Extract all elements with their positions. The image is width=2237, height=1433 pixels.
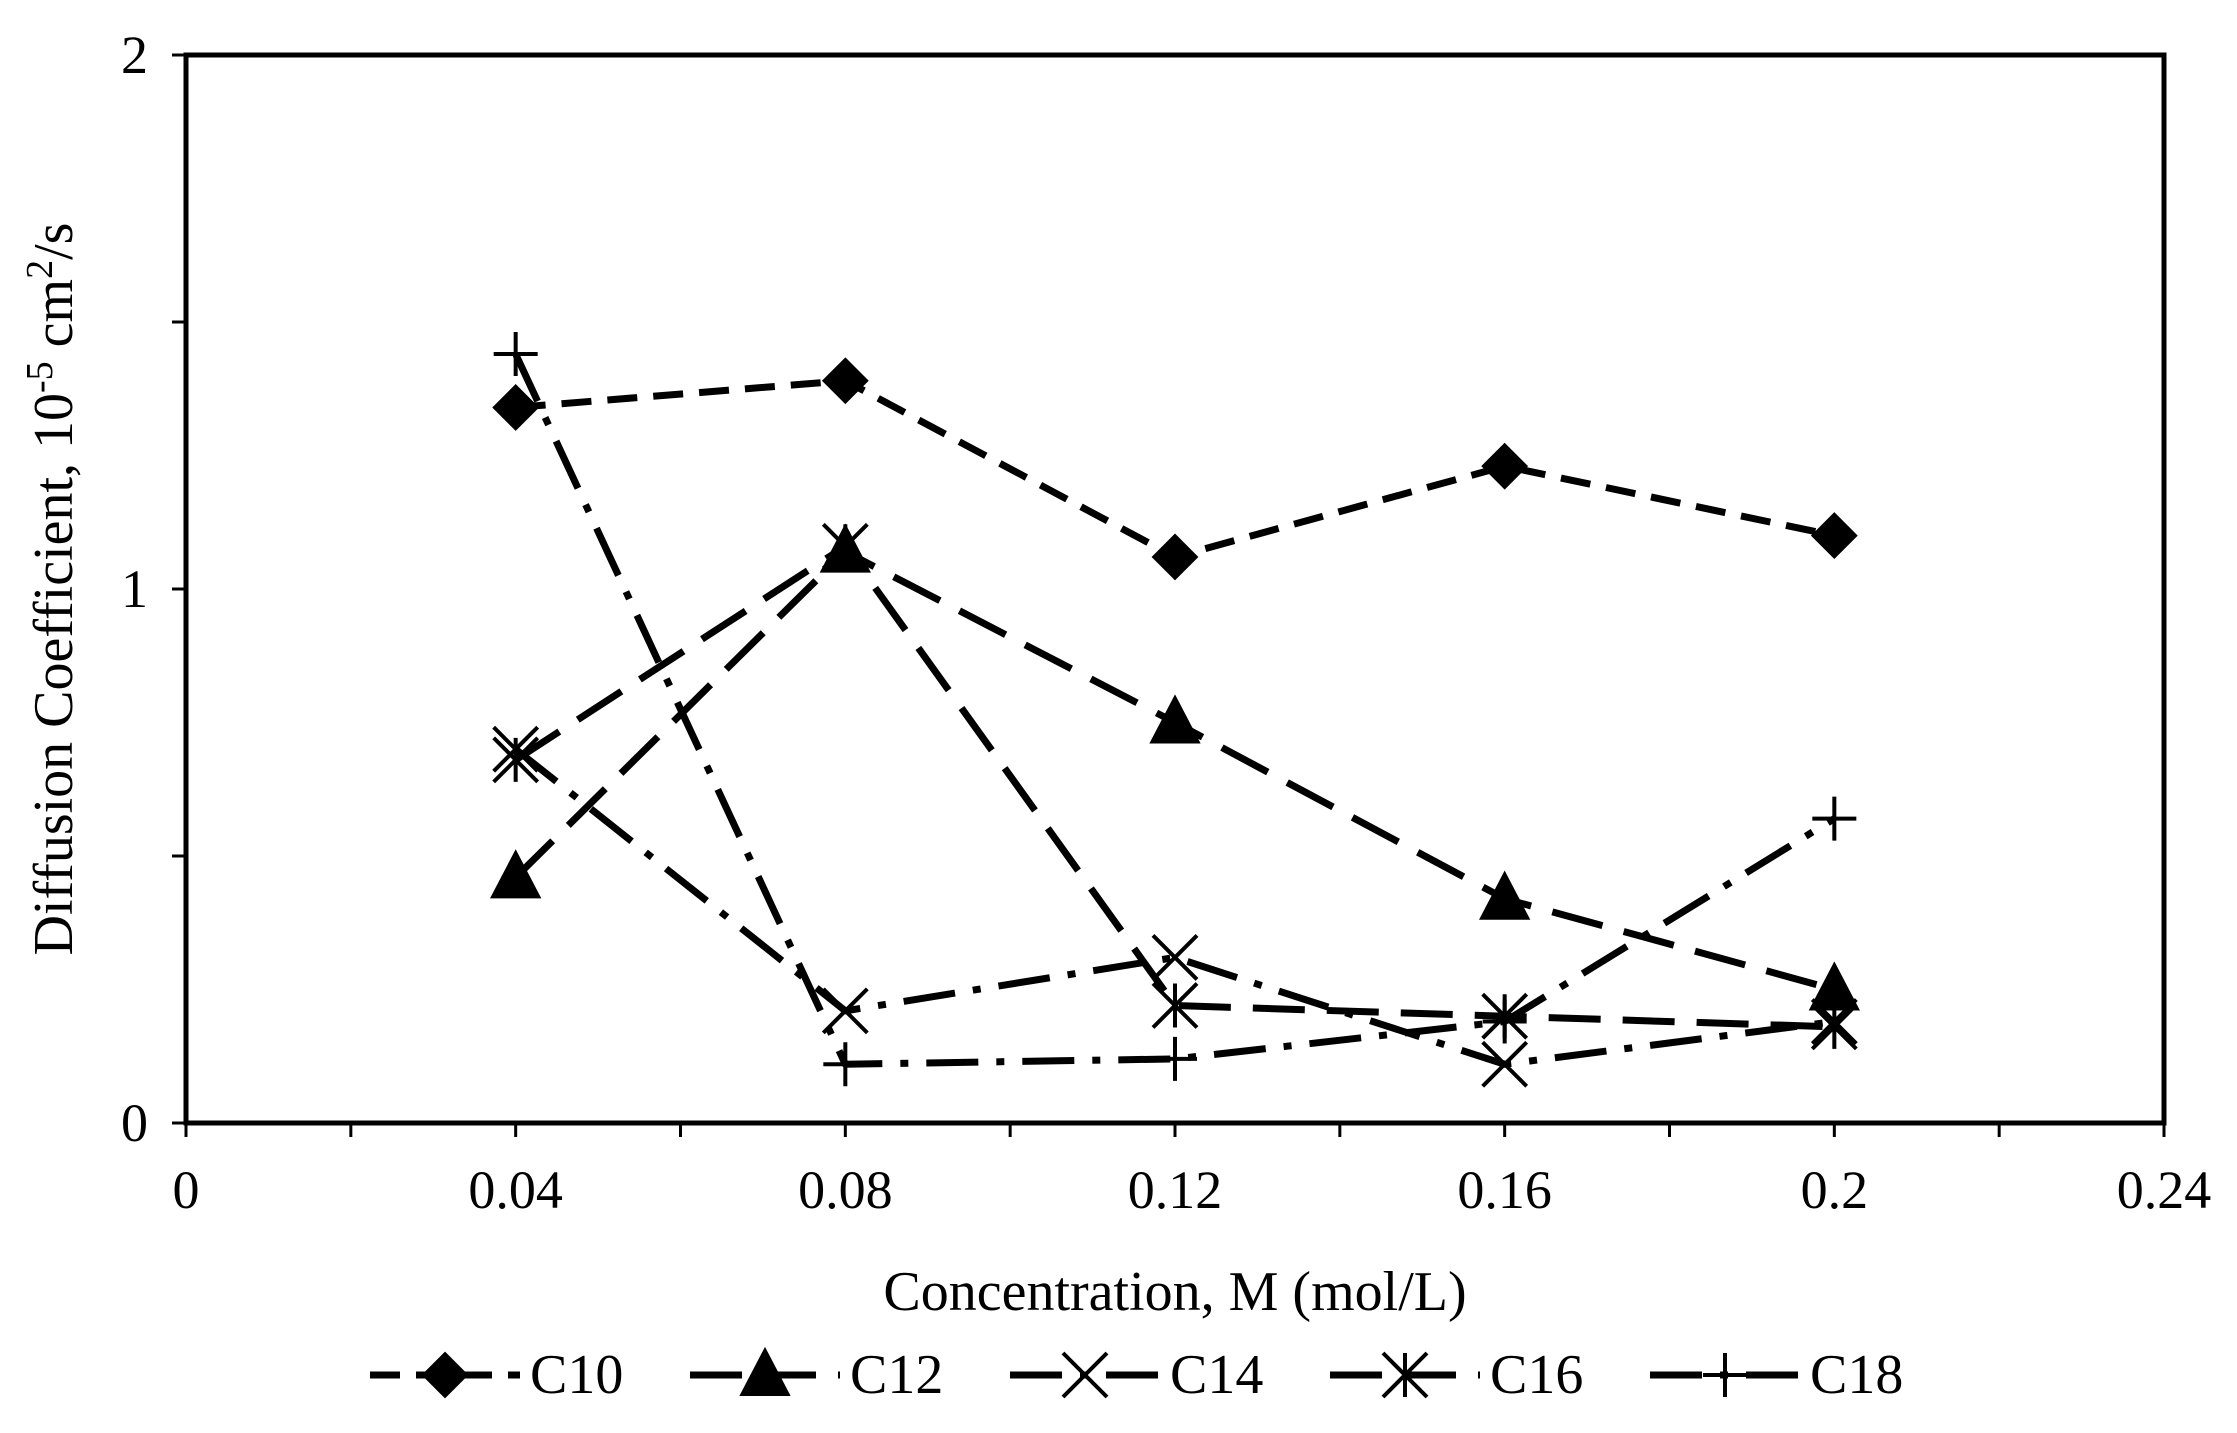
data-point-c10 — [821, 357, 869, 405]
y-axis-ticks: 0 1 2 — [121, 25, 186, 1153]
data-point-c18 — [1153, 1036, 1197, 1081]
data-point-c16 — [1810, 1003, 1858, 1051]
data-point-c18 — [1812, 796, 1857, 841]
legend-item-c14: C14 — [1010, 1344, 1263, 1406]
data-point-c12 — [1479, 870, 1531, 920]
series-c12 — [490, 523, 1860, 1011]
series-c14 — [492, 725, 1858, 1088]
series-line-c18 — [512, 352, 1837, 1068]
data-point-c18 — [823, 1042, 868, 1087]
legend-swatch-marker — [1381, 1351, 1429, 1399]
data-point-c16 — [492, 736, 540, 784]
legend-label-c18: C18 — [1810, 1344, 1903, 1406]
legend-label-c14: C14 — [1170, 1344, 1263, 1406]
series-c18 — [493, 332, 1857, 1087]
y-tick-label: 1 — [121, 559, 148, 619]
data-point-c12 — [1149, 694, 1201, 744]
plot-area — [183, 52, 2167, 1126]
series-line-c12 — [513, 548, 1836, 993]
x-tick-label: 0 — [173, 1160, 200, 1220]
data-point-c10 — [1151, 533, 1199, 581]
data-point-c12 — [490, 849, 542, 899]
x-axis-ticks: 0 0.04 0.08 0.12 0.16 0.2 0.24 — [173, 1123, 2212, 1220]
legend-item-c18: C18 — [1650, 1344, 1903, 1406]
data-point-c16 — [821, 522, 869, 570]
data-point-c10 — [1810, 512, 1858, 560]
legend-swatch-marker — [1061, 1351, 1109, 1399]
legend: C10 C12 C14 C16 C18 — [370, 1344, 1903, 1406]
legend-swatch-marker — [1703, 1353, 1747, 1397]
data-point-c10 — [492, 384, 540, 431]
series-line-c16 — [513, 542, 1835, 1031]
series-line-c10 — [515, 377, 1836, 561]
data-point-c16 — [1151, 982, 1199, 1029]
x-tick-label: 0.04 — [468, 1160, 563, 1220]
series-c16 — [492, 522, 1858, 1051]
legend-swatch-marker — [739, 1346, 791, 1396]
series-c10 — [492, 357, 1858, 581]
x-tick-label: 0.08 — [798, 1160, 893, 1220]
y-axis-title: Diffusion Coefficient, 10-5 cm2/s — [19, 223, 85, 956]
legend-label-c10: C10 — [530, 1344, 623, 1406]
legend-item-c12: C12 — [690, 1344, 943, 1406]
legend-item-c16: C16 — [1330, 1344, 1583, 1406]
y-tick-label: 2 — [121, 25, 148, 85]
x-tick-label: 0.12 — [1128, 1160, 1223, 1220]
legend-label-c16: C16 — [1490, 1344, 1583, 1406]
legend-item-c10: C10 — [370, 1344, 623, 1406]
series-layer — [490, 332, 1860, 1088]
x-axis-title: Concentration, M (mol/L) — [883, 1261, 1466, 1323]
data-point-c18 — [493, 332, 538, 377]
data-point-c14 — [821, 987, 869, 1035]
data-point-c14 — [1151, 934, 1199, 981]
data-point-c18 — [1482, 999, 1527, 1044]
x-tick-label: 0.16 — [1457, 1160, 1552, 1220]
x-tick-label: 0.2 — [1801, 1160, 1869, 1220]
legend-label-c12: C12 — [850, 1344, 943, 1406]
y-tick-label: 0 — [121, 1093, 148, 1153]
legend-swatch-marker — [421, 1351, 469, 1399]
x-tick-label: 0.24 — [2117, 1160, 2212, 1220]
data-point-c10 — [1481, 442, 1529, 490]
data-point-c14 — [1481, 1040, 1529, 1088]
